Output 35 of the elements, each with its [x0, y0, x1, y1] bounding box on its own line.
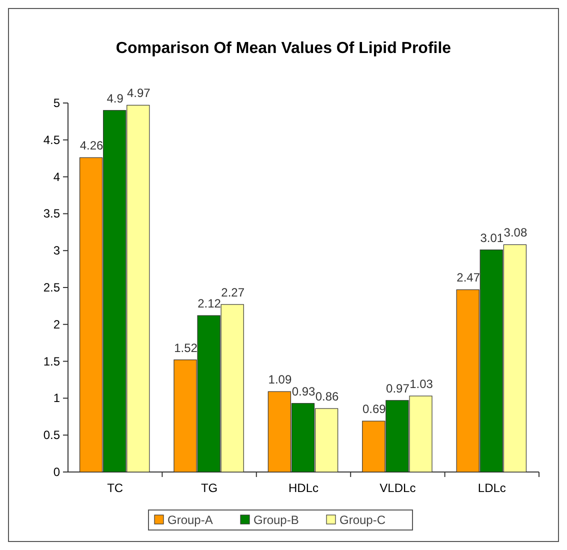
y-tick-label: 4.5 [43, 132, 60, 147]
data-label: 3.01 [480, 230, 504, 245]
y-tick-label: 4 [53, 170, 60, 184]
data-label: 1.03 [410, 376, 434, 391]
y-tick-label: 0 [53, 465, 60, 479]
data-label: 2.27 [221, 285, 245, 300]
data-label: 2.12 [198, 296, 222, 311]
data-label: 0.93 [292, 384, 316, 398]
data-label: 4.26 [80, 138, 104, 153]
data-label: 2.47 [456, 270, 480, 285]
data-label: 4.97 [126, 86, 151, 100]
data-label: 1.09 [268, 372, 292, 387]
chart-title: Comparison Of Mean Values Of Lipid Profile [116, 40, 452, 57]
data-label: 1.52 [174, 340, 198, 355]
data-label: 0.86 [315, 390, 340, 404]
x-tick-label: TG [200, 481, 218, 495]
x-tick-label: VLDLc [380, 481, 416, 495]
x-tick-label: LDLc [478, 481, 506, 495]
legend-label: Group-B [254, 513, 299, 527]
y-tick-label: 3.5 [43, 206, 60, 221]
y-tick-label: 2 [53, 317, 60, 332]
y-tick-label: 2.5 [43, 280, 60, 294]
x-tick-label: TC [107, 481, 124, 495]
y-tick-label: 5 [53, 96, 60, 110]
data-label: 3.08 [504, 226, 528, 240]
y-tick-label: 1.5 [43, 354, 60, 368]
legend-label: Group-C [340, 513, 386, 527]
data-label: 0.97 [386, 381, 410, 396]
y-tick-label: 1 [53, 391, 60, 406]
x-tick-label: HDLc [288, 481, 319, 495]
legend-label: Group-A [168, 513, 213, 527]
data-label: 0.69 [362, 402, 386, 416]
data-label: 4.9 [106, 91, 124, 106]
y-tick-label: 0.5 [43, 428, 60, 442]
y-tick-label: 3 [53, 244, 60, 258]
